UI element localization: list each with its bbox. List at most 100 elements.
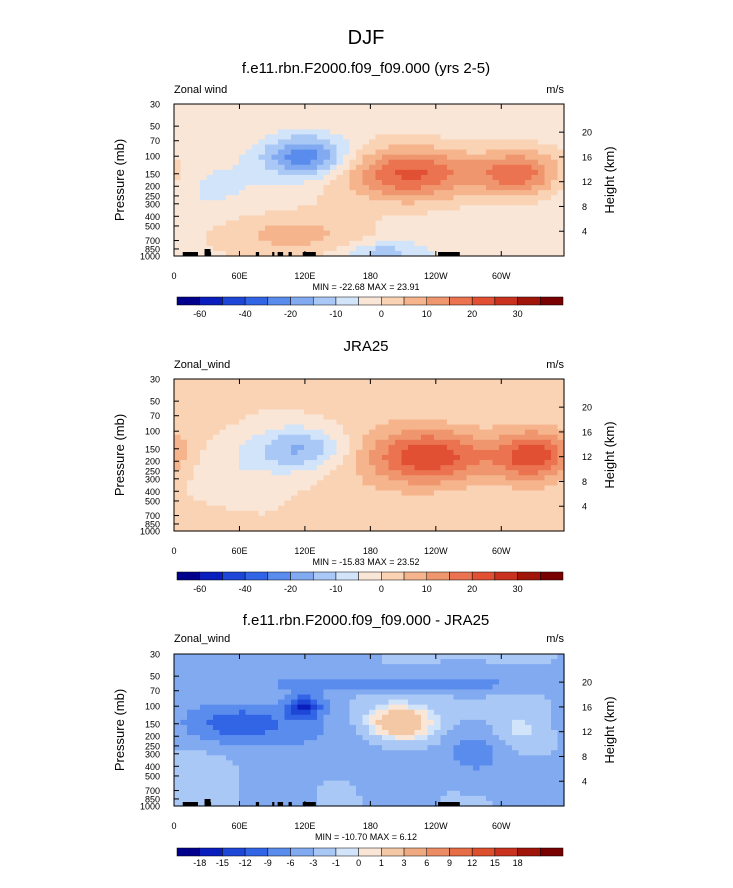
colorbar-swatch <box>335 296 359 306</box>
heatmap-cell <box>414 225 422 232</box>
heatmap-cell <box>434 470 442 476</box>
heatmap-cell <box>180 455 188 461</box>
heatmap-cell <box>252 384 260 390</box>
heatmap-cell <box>512 449 520 456</box>
heatmap-cell <box>284 664 292 670</box>
heatmap-cell <box>492 714 500 721</box>
heatmap-cell <box>375 205 383 211</box>
heatmap-cell <box>447 164 455 171</box>
heatmap-cell <box>271 210 279 217</box>
heatmap-cell <box>401 694 409 701</box>
heatmap-cell <box>356 714 364 721</box>
heatmap-cell <box>531 485 539 492</box>
heatmap-cell <box>414 104 422 110</box>
heatmap-cell <box>538 699 546 706</box>
heatmap-cell <box>187 455 195 461</box>
heatmap-cell <box>525 694 533 701</box>
heatmap-cell <box>213 745 221 751</box>
heatmap-cell <box>200 409 208 416</box>
heatmap-cell <box>213 664 221 670</box>
heatmap-cell <box>226 419 234 426</box>
heatmap-cell <box>330 210 338 217</box>
heatmap-cell <box>525 230 533 237</box>
heatmap-cell <box>395 394 403 400</box>
heatmap-cell <box>544 195 552 201</box>
heatmap-cell <box>187 230 195 237</box>
heatmap-cell <box>226 185 234 191</box>
heatmap-cell <box>291 439 299 446</box>
heatmap-cell <box>505 485 513 492</box>
heatmap-cell <box>271 174 279 181</box>
heatmap-cell <box>492 664 500 670</box>
heatmap-cell <box>213 475 221 481</box>
heatmap-cell <box>557 139 565 146</box>
heatmap-cell <box>349 200 357 206</box>
heatmap-cell <box>213 225 221 232</box>
heatmap-cell <box>382 119 390 125</box>
heatmap-cell <box>310 490 318 497</box>
heatmap-cell <box>252 434 260 441</box>
heatmap-cell <box>479 480 487 486</box>
heatmap-cell <box>512 490 520 497</box>
heatmap-cell <box>505 714 513 721</box>
heatmap-cell <box>486 669 494 675</box>
heatmap-cell <box>427 475 435 481</box>
heatmap-cell <box>245 195 253 201</box>
heatmap-cell <box>499 104 507 110</box>
heatmap-cell <box>200 389 208 395</box>
heatmap-cell <box>330 495 338 502</box>
heatmap-cell <box>310 434 318 441</box>
heatmap-cell <box>297 169 305 176</box>
heatmap-cell <box>414 205 422 211</box>
heatmap-cell <box>291 495 299 502</box>
heatmap-cell <box>473 379 481 385</box>
heatmap-cell <box>447 114 455 120</box>
heatmap-cell <box>265 714 273 721</box>
heatmap-cell <box>213 674 221 680</box>
heatmap-cell <box>180 235 188 242</box>
heatmap-cell <box>551 505 559 512</box>
heatmap-cell <box>466 205 474 211</box>
heatmap-cell <box>349 379 357 385</box>
heatmap-cell <box>551 699 559 706</box>
heatmap-cell <box>187 659 195 665</box>
heatmap-cell <box>473 169 481 176</box>
heatmap-cell <box>401 714 409 721</box>
heatmap-cell <box>551 694 559 701</box>
heatmap-cell <box>447 679 455 685</box>
heatmap-cell <box>421 190 429 196</box>
heatmap-cell <box>362 225 370 232</box>
heatmap-cell <box>551 424 559 431</box>
heatmap-cell <box>512 200 520 206</box>
heatmap-cell <box>349 740 357 746</box>
heatmap-cell <box>434 389 442 395</box>
heatmap-cell <box>206 684 214 691</box>
heatmap-cell <box>245 659 253 665</box>
heatmap-cell <box>492 505 500 512</box>
colorbar-swatch <box>471 571 496 581</box>
heatmap-cell <box>544 515 552 522</box>
heatmap-cell <box>427 174 435 181</box>
heatmap-cell <box>531 724 539 731</box>
heatmap-cell <box>512 740 520 746</box>
heatmap-cell <box>219 185 227 191</box>
heatmap-cell <box>343 719 351 726</box>
heatmap-cell <box>434 724 442 731</box>
heatmap-cell <box>317 394 325 400</box>
heatmap-cell <box>453 164 461 171</box>
heatmap-cell <box>297 185 305 191</box>
heatmap-cell <box>206 515 214 522</box>
heatmap-cell <box>330 745 338 751</box>
heatmap-cell <box>297 144 305 151</box>
heatmap-cell <box>369 684 377 691</box>
heatmap-cell <box>239 114 247 120</box>
heatmap-cell <box>304 669 312 675</box>
heatmap-cell <box>271 505 279 512</box>
heatmap-cell <box>369 699 377 706</box>
heatmap-cell <box>395 439 403 446</box>
heatmap-cell <box>440 684 448 691</box>
heatmap-cell <box>317 124 325 130</box>
heatmap-cell <box>551 245 559 252</box>
heatmap-cell <box>200 124 208 130</box>
heatmap-cell <box>200 704 208 711</box>
